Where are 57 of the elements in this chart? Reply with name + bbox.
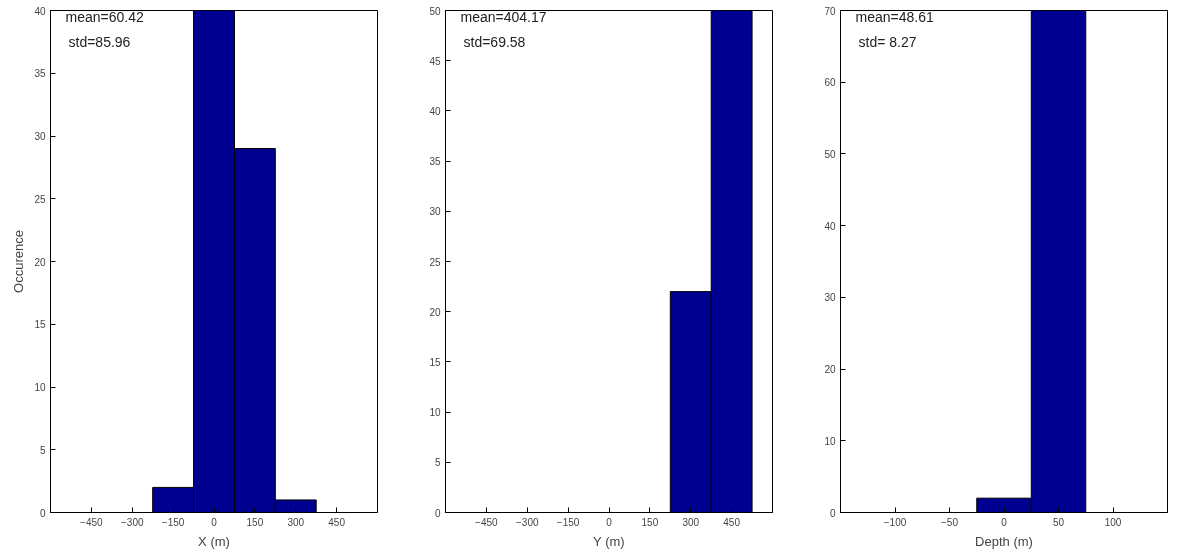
y-tick-label: 60 (824, 77, 836, 89)
x-axis-title: X (m) (198, 533, 230, 549)
y-tick-label: 45 (429, 55, 441, 67)
y-axis-title: Occurence (11, 230, 27, 293)
x-tick-label: −450 (80, 516, 104, 528)
y-tick-label: 40 (34, 5, 46, 17)
y-tick-label: 10 (429, 407, 441, 419)
y-tick-label: 0 (39, 507, 46, 519)
y-tick-label: 5 (39, 444, 46, 456)
x-tick-label: 100 (1104, 516, 1122, 528)
x-axis-title: Depth (m) (975, 533, 1033, 549)
y-tick-label: 70 (824, 5, 836, 17)
y-tick-label: 5 (434, 457, 441, 469)
x-tick-label: −150 (556, 516, 580, 528)
x-tick-label: −50 (941, 516, 959, 528)
annotation: mean=48.61 (855, 8, 934, 25)
y-tick-label: 20 (824, 364, 836, 376)
y-tick-label: 0 (829, 507, 836, 519)
x-tick-label: −150 (161, 516, 185, 528)
x-tick-label: 0 (1001, 516, 1008, 528)
annotation: mean=404.17 (460, 8, 547, 25)
x-tick-label: 150 (246, 516, 264, 528)
x-axis-title: Y (m) (593, 533, 625, 549)
x-tick-label: 450 (328, 516, 346, 528)
x-tick-label: 300 (682, 516, 700, 528)
y-tick-label: 40 (824, 220, 836, 232)
y-tick-label: 30 (429, 206, 441, 218)
x-tick-label: 50 (1052, 516, 1065, 528)
y-tick-label: 20 (429, 306, 441, 318)
x-tick-label: 0 (211, 516, 218, 528)
x-tick-label: −300 (515, 516, 539, 528)
annotation: std=85.96 (68, 33, 131, 50)
y-tick-label: 15 (34, 319, 46, 331)
annotation: std= 8.27 (858, 33, 917, 50)
annotation: std=69.58 (463, 33, 526, 50)
x-tick-label: −450 (475, 516, 499, 528)
x-tick-label: 0 (606, 516, 613, 528)
y-tick-label: 20 (34, 256, 46, 268)
y-tick-label: 30 (34, 131, 46, 142)
y-tick-label: 25 (34, 193, 46, 205)
y-tick-label: 40 (429, 105, 441, 117)
y-tick-label: 25 (429, 256, 441, 268)
x-tick-label: 150 (641, 516, 659, 528)
x-tick-label: −300 (120, 516, 144, 528)
y-tick-label: 35 (34, 68, 46, 80)
annotation: mean=60.42 (65, 8, 144, 25)
y-tick-label: 35 (429, 156, 441, 168)
y-tick-label: 15 (429, 356, 441, 368)
y-tick-label: 50 (824, 148, 836, 160)
x-tick-label: 450 (723, 516, 741, 528)
y-tick-label: 10 (34, 382, 46, 393)
y-tick-label: 30 (824, 292, 836, 304)
x-tick-label: −100 (883, 516, 907, 528)
y-tick-label: 50 (429, 5, 441, 17)
y-tick-label: 10 (824, 435, 836, 447)
x-tick-label: 300 (287, 516, 305, 528)
y-tick-label: 0 (434, 507, 441, 519)
